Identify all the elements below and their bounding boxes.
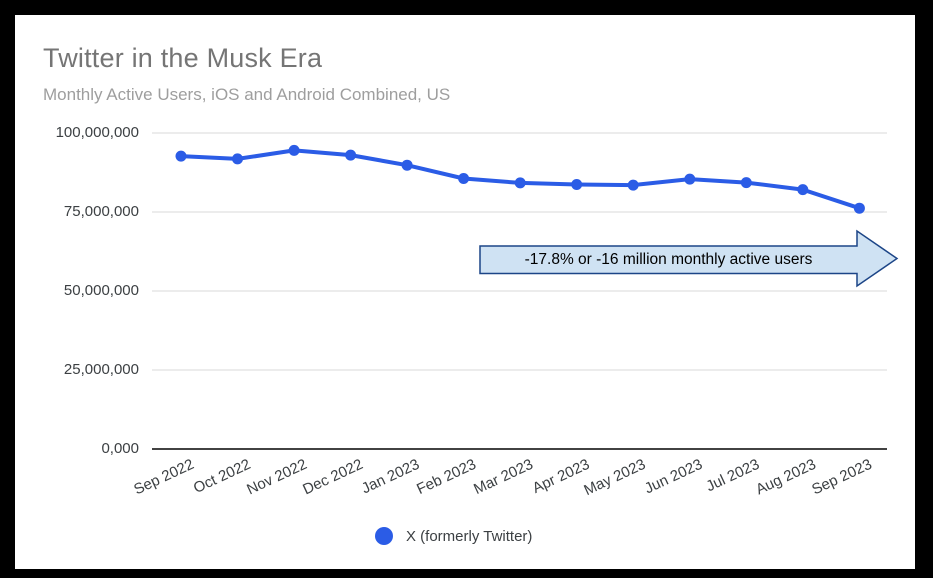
data-point [232,153,243,165]
y-tick-label: 50,000,000 [63,282,139,299]
data-point [458,173,470,184]
legend-series-label: X (formerly Twitter) [406,527,533,545]
data-point [740,177,752,189]
chart-title: Twitter in the Musk Era [43,43,323,73]
line-chart-plot [152,132,899,450]
data-point [627,179,639,191]
chart-card: Twitter in the Musk Era Monthly Active U… [15,15,915,569]
annotation-text: -17.8% or -16 million monthly active use… [524,251,813,268]
data-point [288,144,300,156]
legend: X (formerly Twitter) [375,527,532,545]
data-point [401,159,413,171]
annotation-arrow [479,229,899,288]
data-point [797,184,809,196]
y-tick-label: 100,000,000 [55,124,139,141]
data-point [345,149,357,161]
data-point [514,177,526,189]
y-tick-label: 0,000 [101,440,139,457]
y-tick-label: 25,000,000 [63,361,139,378]
data-point [175,150,187,162]
chart-subtitle: Monthly Active Users, iOS and Android Co… [43,85,451,104]
legend-series-marker-icon [375,527,393,545]
data-point [853,202,865,214]
data-point [684,173,696,185]
y-tick-label: 75,000,000 [63,203,139,220]
data-point [571,179,583,190]
